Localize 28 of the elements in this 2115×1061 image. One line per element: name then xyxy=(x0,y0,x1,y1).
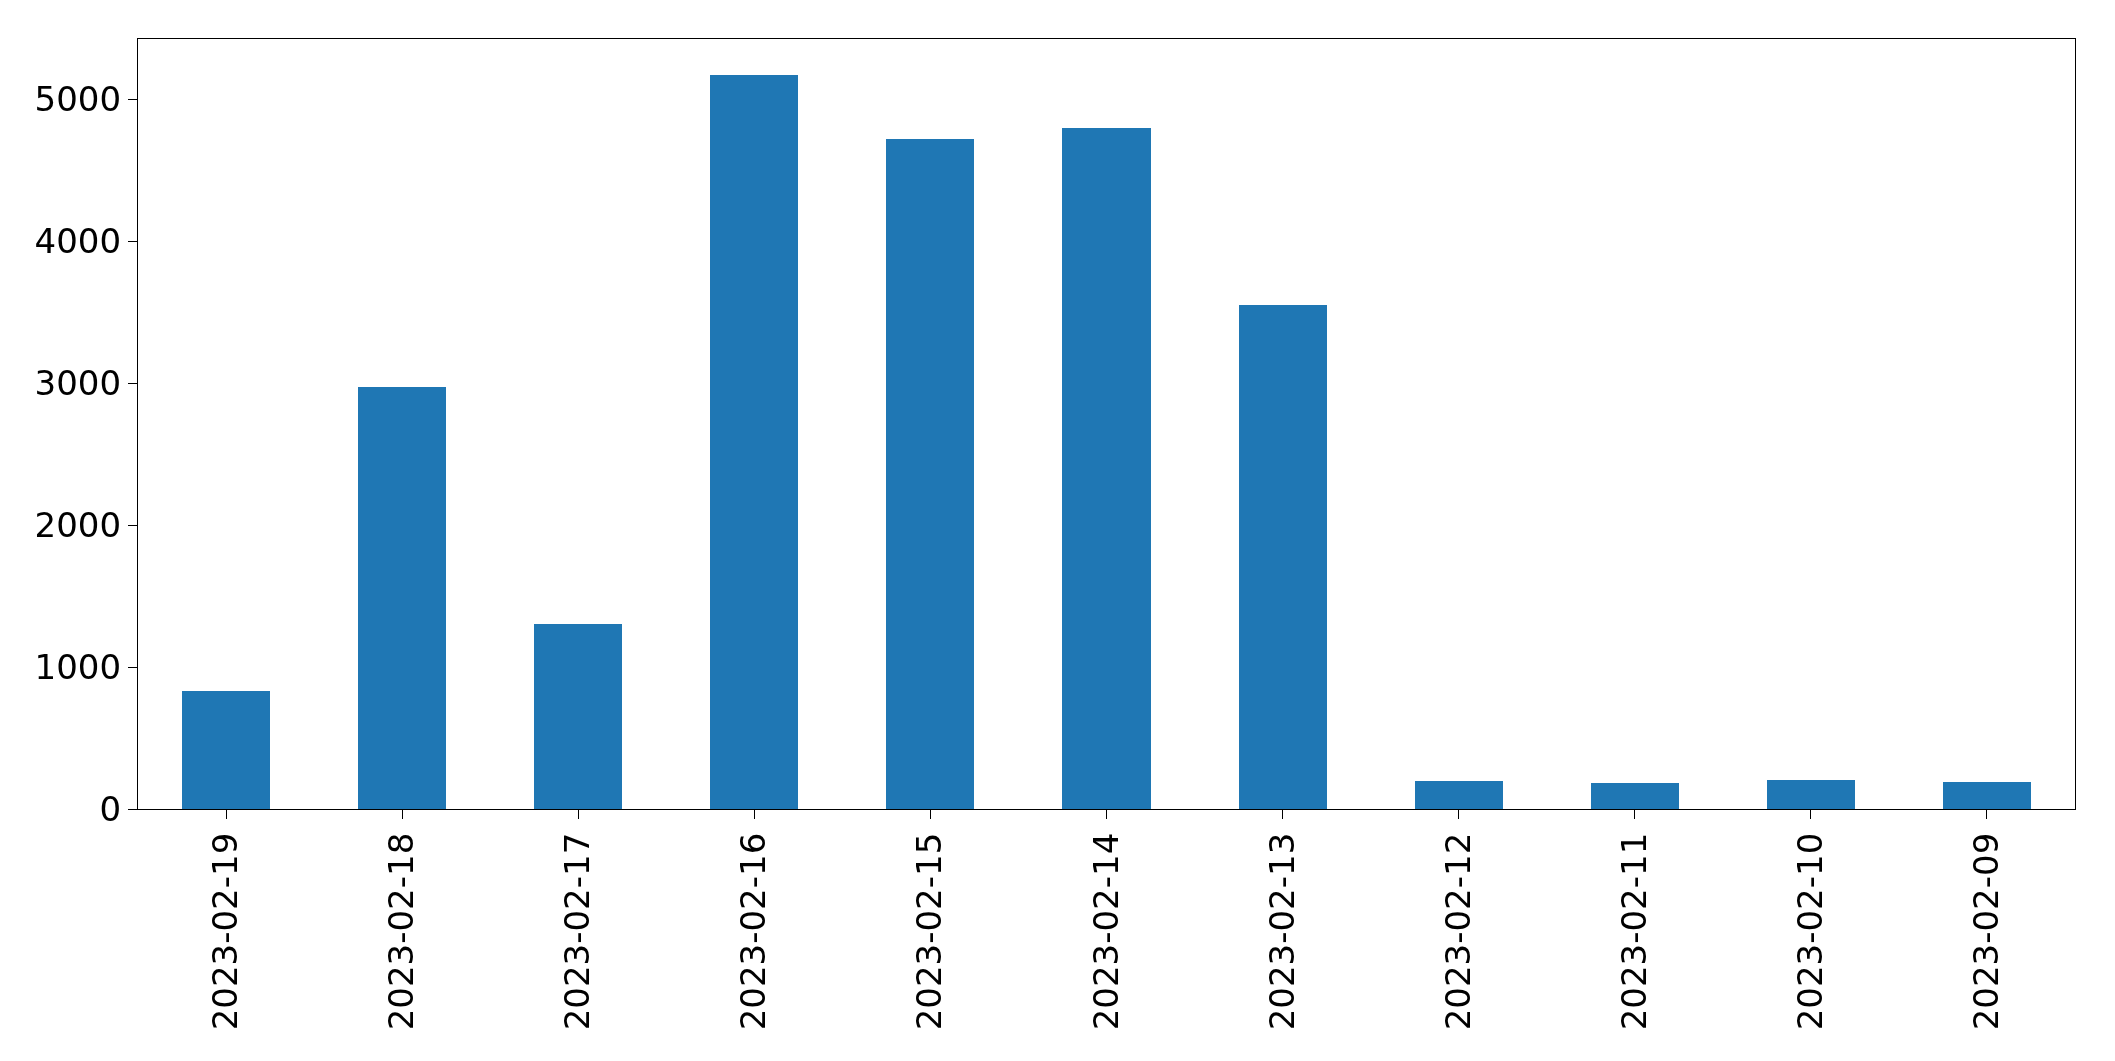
x-tick-label: 2023-02-09 xyxy=(1966,832,2006,1031)
x-tick-label: 2023-02-16 xyxy=(733,832,774,1031)
x-tick-label: 2023-02-14 xyxy=(1085,832,1126,1031)
bar xyxy=(1415,781,1503,809)
x-tick-label: 2023-02-15 xyxy=(909,832,950,1031)
bar xyxy=(1591,783,1679,809)
y-tick-label: 4000 xyxy=(34,221,122,262)
x-tick-label: 2023-02-19 xyxy=(205,832,246,1031)
x-tick-label: 2023-02-10 xyxy=(1789,832,1830,1031)
bar xyxy=(886,139,974,809)
y-tick-label: 1000 xyxy=(34,646,122,687)
x-tick-label: 2023-02-11 xyxy=(1613,832,1654,1031)
bar xyxy=(1062,128,1151,809)
y-tick-label: 2000 xyxy=(34,505,122,546)
bar xyxy=(534,624,622,809)
bar xyxy=(1943,782,2031,809)
x-tick-label: 2023-02-17 xyxy=(557,832,598,1031)
y-tick-label: 3000 xyxy=(34,363,122,404)
bar xyxy=(1767,780,1855,809)
bar xyxy=(358,387,446,809)
bar xyxy=(182,691,270,809)
x-tick-label: 2023-02-18 xyxy=(381,832,422,1031)
bar xyxy=(710,75,798,809)
bar xyxy=(1239,305,1327,809)
x-tick-label: 2023-02-12 xyxy=(1437,832,1478,1031)
y-tick-label: 5000 xyxy=(34,79,122,120)
y-tick-label: 0 xyxy=(99,788,122,829)
x-tick-label: 2023-02-13 xyxy=(1261,832,1302,1031)
